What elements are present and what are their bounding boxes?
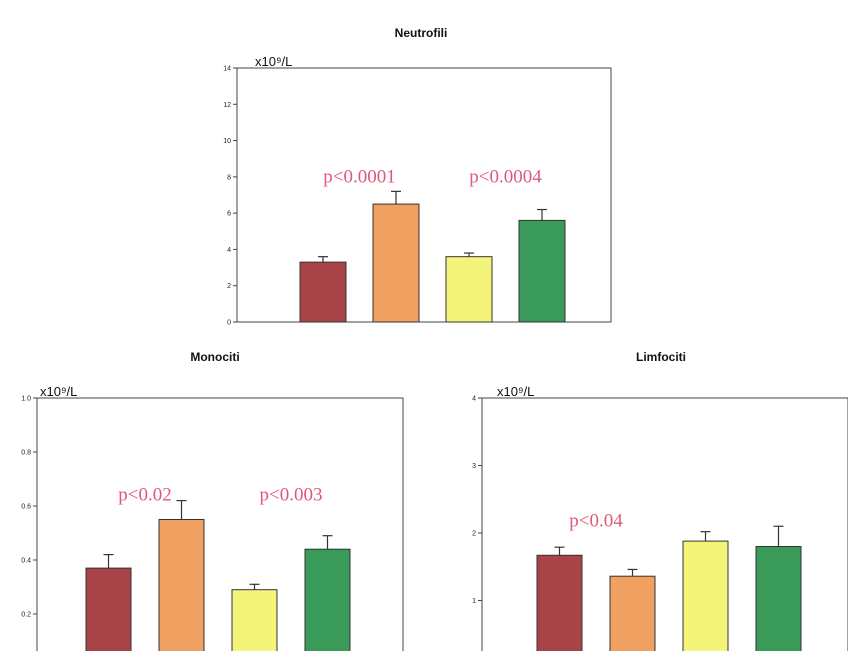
unit-label-neutrofili: x10⁹/L: [255, 54, 292, 69]
y-tick-label: 1: [472, 598, 476, 605]
y-tick-label: 12: [223, 102, 231, 109]
bar: [536, 554, 583, 651]
chart-neutrofili: Neutrofili 0 2 4 6 8 10 12 14 x10⁹/L p<0.0001 p<0.0…: [223, 26, 612, 327]
bar: [609, 575, 656, 651]
bar: [299, 261, 347, 323]
bar: [518, 219, 566, 323]
bar: [304, 548, 351, 651]
chart-title-limfociti: Limfociti: [636, 350, 686, 364]
chart-monociti: Monociti0.00.20.40.60.81.0x10⁹/Lp<0.02p<…: [21, 350, 404, 651]
y-tick-label: 8: [227, 174, 231, 181]
p-value-label: p<0.0001: [323, 166, 395, 187]
y-tick-label: 2: [227, 283, 231, 290]
p-value-label: p<0.0004: [469, 166, 542, 187]
y-tick-label: 3: [472, 463, 476, 470]
bar: [85, 567, 132, 651]
y-tick-label: 4: [472, 396, 476, 403]
unit-label-monociti: x10⁹/L: [40, 384, 77, 399]
y-tick-label: 10: [223, 138, 231, 145]
p-value-label: p<0.04: [569, 510, 623, 531]
y-tick-label: 0.6: [21, 504, 31, 511]
y-tick-label: 0.8: [21, 450, 31, 457]
y-tick-label: 1.0: [21, 396, 31, 403]
plot-frame-neutrofili: [236, 67, 612, 323]
chart-title-neutrofili: Neutrofili: [395, 26, 448, 40]
y-tick-label: 14: [223, 66, 231, 73]
y-tick-label: 0: [227, 320, 231, 327]
y-tick-label: 0.4: [21, 558, 31, 565]
bar: [231, 589, 278, 651]
bar: [158, 519, 205, 651]
y-tick-label: 6: [227, 211, 231, 218]
chart-limfociti: Limfociti01234x10⁹/Lp<0.04: [472, 350, 848, 651]
y-tick-label: 4: [227, 247, 231, 254]
y-tick-label: 2: [472, 531, 476, 538]
y-tick-label: 0.2: [21, 612, 31, 619]
p-value-label: p<0.003: [260, 485, 323, 506]
bar: [755, 546, 802, 651]
bar: [445, 256, 493, 323]
chart-title-monociti: Monociti: [190, 350, 239, 364]
bar: [372, 203, 420, 323]
bar: [682, 540, 729, 651]
plot-frame-monociti: [36, 397, 404, 651]
p-value-label: p<0.02: [118, 485, 171, 506]
unit-label-limfociti: x10⁹/L: [497, 384, 534, 399]
